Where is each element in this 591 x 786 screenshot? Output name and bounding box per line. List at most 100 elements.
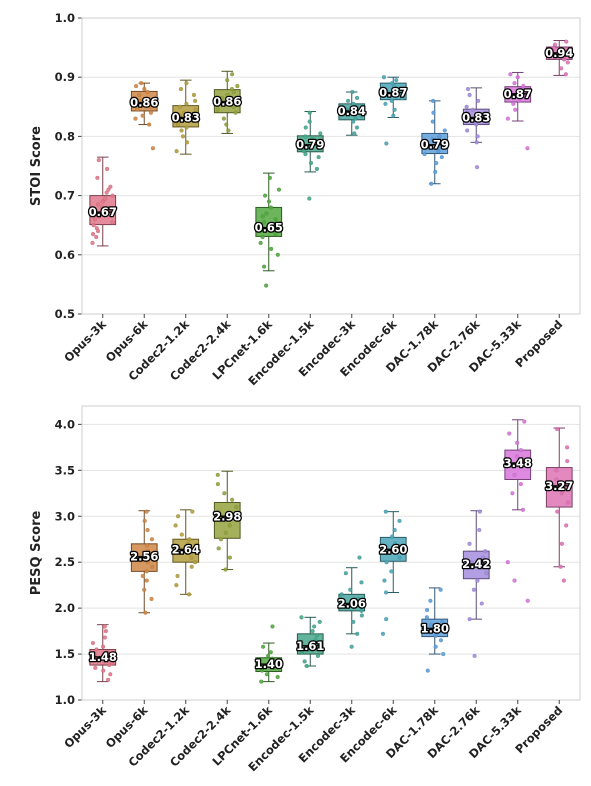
data-point [223, 530, 228, 535]
data-point [180, 134, 186, 139]
median-value-label: 0.83 [462, 110, 490, 124]
data-point [518, 482, 523, 487]
y-tick-label: 4.0 [55, 417, 75, 431]
data-point [267, 175, 272, 180]
data-point [559, 541, 564, 546]
data-point [184, 125, 189, 130]
data-point [351, 101, 356, 106]
data-point [102, 635, 107, 640]
data-point [348, 587, 353, 592]
data-point [355, 95, 360, 100]
data-point [352, 131, 357, 136]
data-point [139, 81, 144, 86]
median-value-label: 3.48 [504, 456, 532, 470]
data-point [354, 125, 360, 130]
data-point [397, 518, 402, 523]
data-point [431, 98, 436, 103]
data-point [554, 477, 559, 482]
data-point [174, 119, 179, 124]
plot-area [82, 406, 580, 700]
y-axis-title: STOI Score [29, 126, 44, 206]
data-point [318, 131, 323, 136]
data-point [94, 226, 99, 231]
data-point [185, 541, 190, 546]
data-point [307, 647, 312, 652]
data-point [400, 95, 405, 100]
data-point [103, 629, 108, 634]
data-point [234, 505, 239, 510]
median-value-label: 2.06 [338, 597, 366, 611]
data-point [177, 550, 182, 556]
y-tick-label: 2.5 [55, 555, 75, 569]
data-point [302, 659, 307, 664]
data-point [472, 653, 477, 658]
data-point [264, 672, 269, 677]
data-point [552, 42, 558, 47]
data-point [181, 110, 187, 115]
data-point [146, 549, 151, 554]
data-point [383, 509, 388, 514]
data-point [137, 92, 142, 98]
data-point [185, 140, 190, 145]
data-point [512, 578, 517, 583]
data-point [438, 587, 443, 592]
data-point [176, 514, 181, 519]
data-point [224, 122, 229, 127]
data-point [227, 523, 232, 528]
data-point [187, 592, 192, 597]
data-point [264, 283, 269, 288]
data-point [359, 613, 364, 618]
data-point [132, 95, 137, 100]
data-point [474, 122, 479, 127]
data-point [94, 647, 99, 652]
data-point [268, 650, 273, 655]
data-point [299, 146, 304, 151]
data-point [215, 472, 220, 477]
data-point [270, 624, 275, 629]
data-point [351, 119, 356, 124]
data-point [562, 54, 567, 59]
data-point [565, 445, 570, 450]
data-point [109, 661, 114, 666]
data-point [266, 199, 272, 204]
data-point [144, 578, 149, 583]
data-point [350, 89, 355, 95]
plot-frame [81, 405, 581, 701]
data-point [439, 155, 444, 160]
data-point [433, 633, 438, 638]
data-point [465, 110, 470, 115]
data-point [179, 532, 184, 537]
median-value-label: 0.86 [213, 94, 241, 108]
data-point [91, 223, 96, 228]
median-value-label: 0.67 [89, 205, 117, 219]
data-point [558, 564, 563, 569]
median-value-label: 1.48 [89, 650, 117, 664]
data-point [263, 193, 268, 198]
median-value-label: 2.64 [172, 542, 200, 556]
data-point [315, 653, 321, 658]
data-point [383, 590, 389, 595]
data-point [389, 569, 394, 574]
data-point [216, 509, 221, 514]
median-value-label: 1.80 [421, 621, 449, 635]
data-point [270, 656, 275, 661]
data-point [349, 644, 354, 649]
data-point [384, 560, 389, 565]
data-point [483, 119, 489, 124]
data-point [353, 116, 358, 121]
median-value-label: 0.83 [172, 110, 200, 124]
data-point [266, 653, 271, 658]
data-point [394, 78, 399, 83]
data-point [359, 113, 364, 118]
data-point [440, 619, 445, 624]
data-point [140, 113, 145, 118]
data-point [310, 137, 315, 142]
data-point [359, 580, 364, 585]
data-point [149, 537, 154, 542]
data-point [425, 668, 430, 673]
data-point [264, 211, 269, 216]
data-point [382, 578, 387, 583]
data-point [380, 631, 386, 636]
data-point [441, 629, 446, 634]
